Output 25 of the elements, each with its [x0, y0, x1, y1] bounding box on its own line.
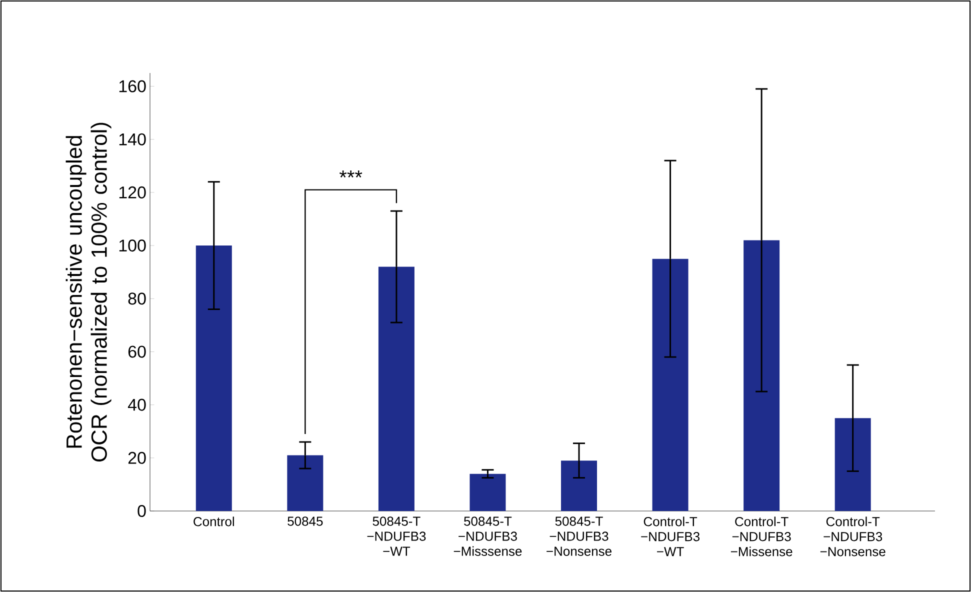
x-tick-label: Control-T −NDUFB3 −WT: [641, 516, 700, 556]
bar: [470, 474, 506, 511]
y-tick-label: 120: [119, 186, 146, 198]
bar: [378, 266, 414, 511]
bar: [561, 460, 598, 511]
x-tick-label: Control-T −NDUFB3 −Missense: [730, 516, 792, 556]
x-tick-label: Control: [194, 516, 234, 526]
y-tick-label: 60: [128, 346, 146, 358]
y-tick-label: 140: [119, 133, 146, 146]
x-tick-label: 50845-T −NDUFB3 −Nonsense: [546, 516, 612, 556]
x-tick-label: 50845-T −NDUFB3 −Misssense: [454, 516, 522, 556]
x-tick-label: Control-T −NDUFB3 −Nonsense: [820, 516, 886, 556]
bar: [196, 246, 232, 511]
annotation: ***: [339, 170, 362, 178]
bar: [652, 258, 688, 511]
y-tick-label: 80: [128, 292, 146, 305]
y-tick-label: 40: [128, 398, 146, 411]
y-tick-label: 0: [138, 504, 146, 518]
y-tick-label: 160: [119, 80, 146, 92]
y-axis-title: Rotenonen−sensitive uncoupled OCR (normalized to 100% control): [66, 122, 112, 462]
x-tick-label: 50845-T −NDUFB3 −WT: [367, 516, 426, 556]
bar: [287, 455, 324, 511]
x-tick-label: 50845: [288, 516, 323, 526]
y-tick-label: 100: [119, 240, 146, 252]
y-tick-label: 20: [128, 452, 146, 464]
